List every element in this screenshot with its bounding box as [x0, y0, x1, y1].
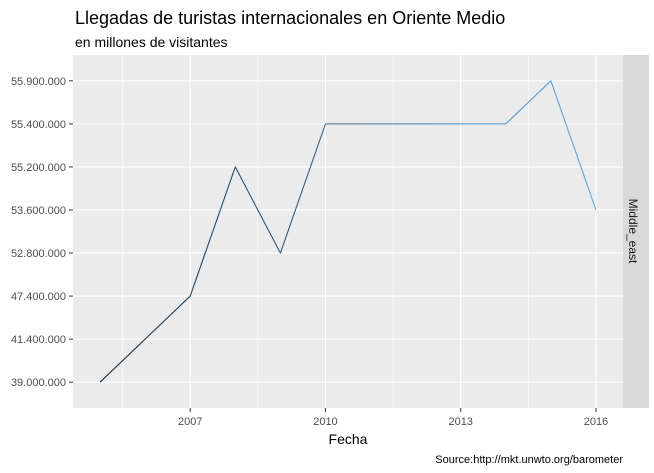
- series-polyline: [99, 80, 597, 383]
- x-tick-label: 2016: [584, 416, 608, 428]
- x-tick-label: 2013: [448, 416, 472, 428]
- facet-label: Middle_east: [626, 199, 640, 264]
- y-tick-label: 47.400.000: [11, 291, 66, 303]
- y-tick-label: 41.400.000: [11, 334, 66, 346]
- chart-subtitle: en millones de visitantes: [75, 34, 228, 50]
- y-tick-label: 55.200.000: [11, 162, 66, 174]
- y-tick-label: 55.900.000: [11, 76, 66, 88]
- y-tick-label: 53.600.000: [11, 205, 66, 217]
- y-axis: 39.000.000 41.400.000 47.400.000 52.800.000…: [11, 76, 73, 389]
- y-tick-label: 39.000.000: [11, 377, 66, 389]
- gridlines: [73, 55, 623, 408]
- chart-title: Llegadas de turistas internacionales en …: [75, 8, 505, 28]
- plot-panel: [73, 55, 623, 408]
- x-axis: 2007 2010 2013 2016: [178, 408, 608, 428]
- x-axis-title: Fecha: [329, 431, 368, 447]
- y-tick-label: 55.400.000: [11, 119, 66, 131]
- source-caption: Source:http://mkt.unwto.org/barometer: [435, 454, 623, 466]
- facet-strip: [623, 55, 649, 408]
- series-line: [99, 80, 597, 383]
- x-tick-label: 2007: [178, 416, 202, 428]
- y-tick-label: 52.800.000: [11, 248, 66, 260]
- x-tick-label: 2010: [313, 416, 337, 428]
